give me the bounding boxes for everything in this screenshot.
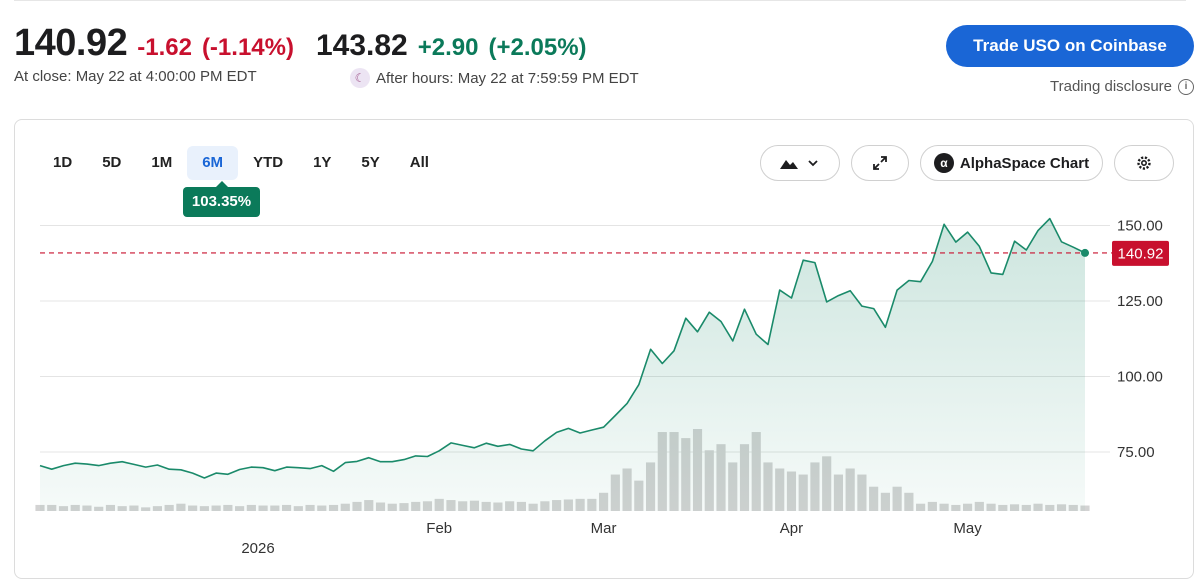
after-hours-timestamp: After hours: May 22 at 7:59:59 PM EDT bbox=[376, 69, 639, 87]
range-tab-6m[interactable]: 6M bbox=[187, 146, 239, 180]
range-tab-1d[interactable]: 1D bbox=[53, 154, 73, 171]
trade-button[interactable]: Trade USO on Coinbase bbox=[946, 25, 1194, 67]
last-point-marker bbox=[1081, 248, 1089, 257]
y-tick-label: 125.00 bbox=[1117, 293, 1163, 310]
range-tabs: 1D 5D 1M 6M YTD 1Y 5Y All bbox=[38, 146, 444, 180]
close-change: -1.62 bbox=[137, 34, 192, 61]
range-tab-ytd[interactable]: YTD bbox=[253, 154, 284, 171]
expand-button[interactable] bbox=[851, 145, 909, 181]
price-area bbox=[40, 218, 1085, 511]
after-hours-price: 143.82 bbox=[315, 29, 408, 62]
after-hours-info: ☾ After hours: May 22 at 7:59:59 PM EDT bbox=[350, 68, 639, 88]
current-price-tag bbox=[1112, 240, 1169, 266]
year-label: 2026 bbox=[241, 540, 274, 557]
alphaspace-logo-icon: α bbox=[933, 153, 954, 173]
top-divider bbox=[14, 0, 1186, 1]
expand-icon bbox=[873, 156, 887, 170]
moon-icon: ☾ bbox=[350, 68, 370, 88]
x-tick-label: Mar bbox=[591, 520, 617, 537]
chevron-down-icon bbox=[808, 160, 818, 167]
y-tick-label: 100.00 bbox=[1117, 369, 1163, 386]
current-price-label: 140.92 bbox=[1118, 245, 1164, 262]
x-tick-label: Apr bbox=[780, 520, 803, 537]
close-price: 140.92 bbox=[14, 22, 128, 64]
y-tick-label: 75.00 bbox=[1117, 444, 1155, 461]
x-tick-label: Feb bbox=[426, 520, 452, 537]
x-tick-label: May bbox=[953, 520, 982, 537]
info-icon[interactable]: i bbox=[1178, 78, 1194, 95]
close-timestamp: At close: May 22 at 4:00:00 PM EDT bbox=[14, 68, 257, 85]
close-change-pct: (-1.14%) bbox=[201, 34, 294, 61]
price-line bbox=[39, 217, 1086, 479]
trading-disclosure-label: Trading disclosure bbox=[1050, 78, 1172, 95]
mountain-chart-icon bbox=[780, 160, 798, 169]
chart-type-button[interactable] bbox=[760, 145, 840, 181]
trading-disclosure-link[interactable]: Trading disclosure i bbox=[1050, 78, 1194, 95]
alphaspace-chart-button[interactable]: α AlphaSpace Chart bbox=[920, 145, 1103, 181]
range-tab-1y[interactable]: 1Y bbox=[313, 154, 332, 171]
quote-header: 140.92 -1.62 (-1.14%) 143.82 +2.90 (+2.0… bbox=[14, 22, 587, 65]
gear-icon bbox=[1137, 156, 1151, 170]
after-hours-change-pct: (+2.05%) bbox=[488, 34, 587, 61]
range-tab-5d[interactable]: 5D bbox=[102, 154, 122, 171]
range-tab-all[interactable]: All bbox=[409, 154, 429, 171]
after-hours-change: +2.90 bbox=[417, 34, 479, 61]
settings-button[interactable] bbox=[1114, 145, 1174, 181]
range-tab-5y[interactable]: 5Y bbox=[361, 154, 380, 171]
price-chart[interactable]: 75.00 100.00 125.00 150.00 140.92 Feb Mar Apr Ma… bbox=[0, 0, 1200, 565]
alphaspace-chart-label: AlphaSpace Chart bbox=[959, 154, 1090, 172]
y-tick-label: 150.00 bbox=[1117, 218, 1163, 235]
range-tab-1m[interactable]: 1M bbox=[151, 154, 173, 171]
performance-badge: 103.35% bbox=[183, 181, 260, 217]
